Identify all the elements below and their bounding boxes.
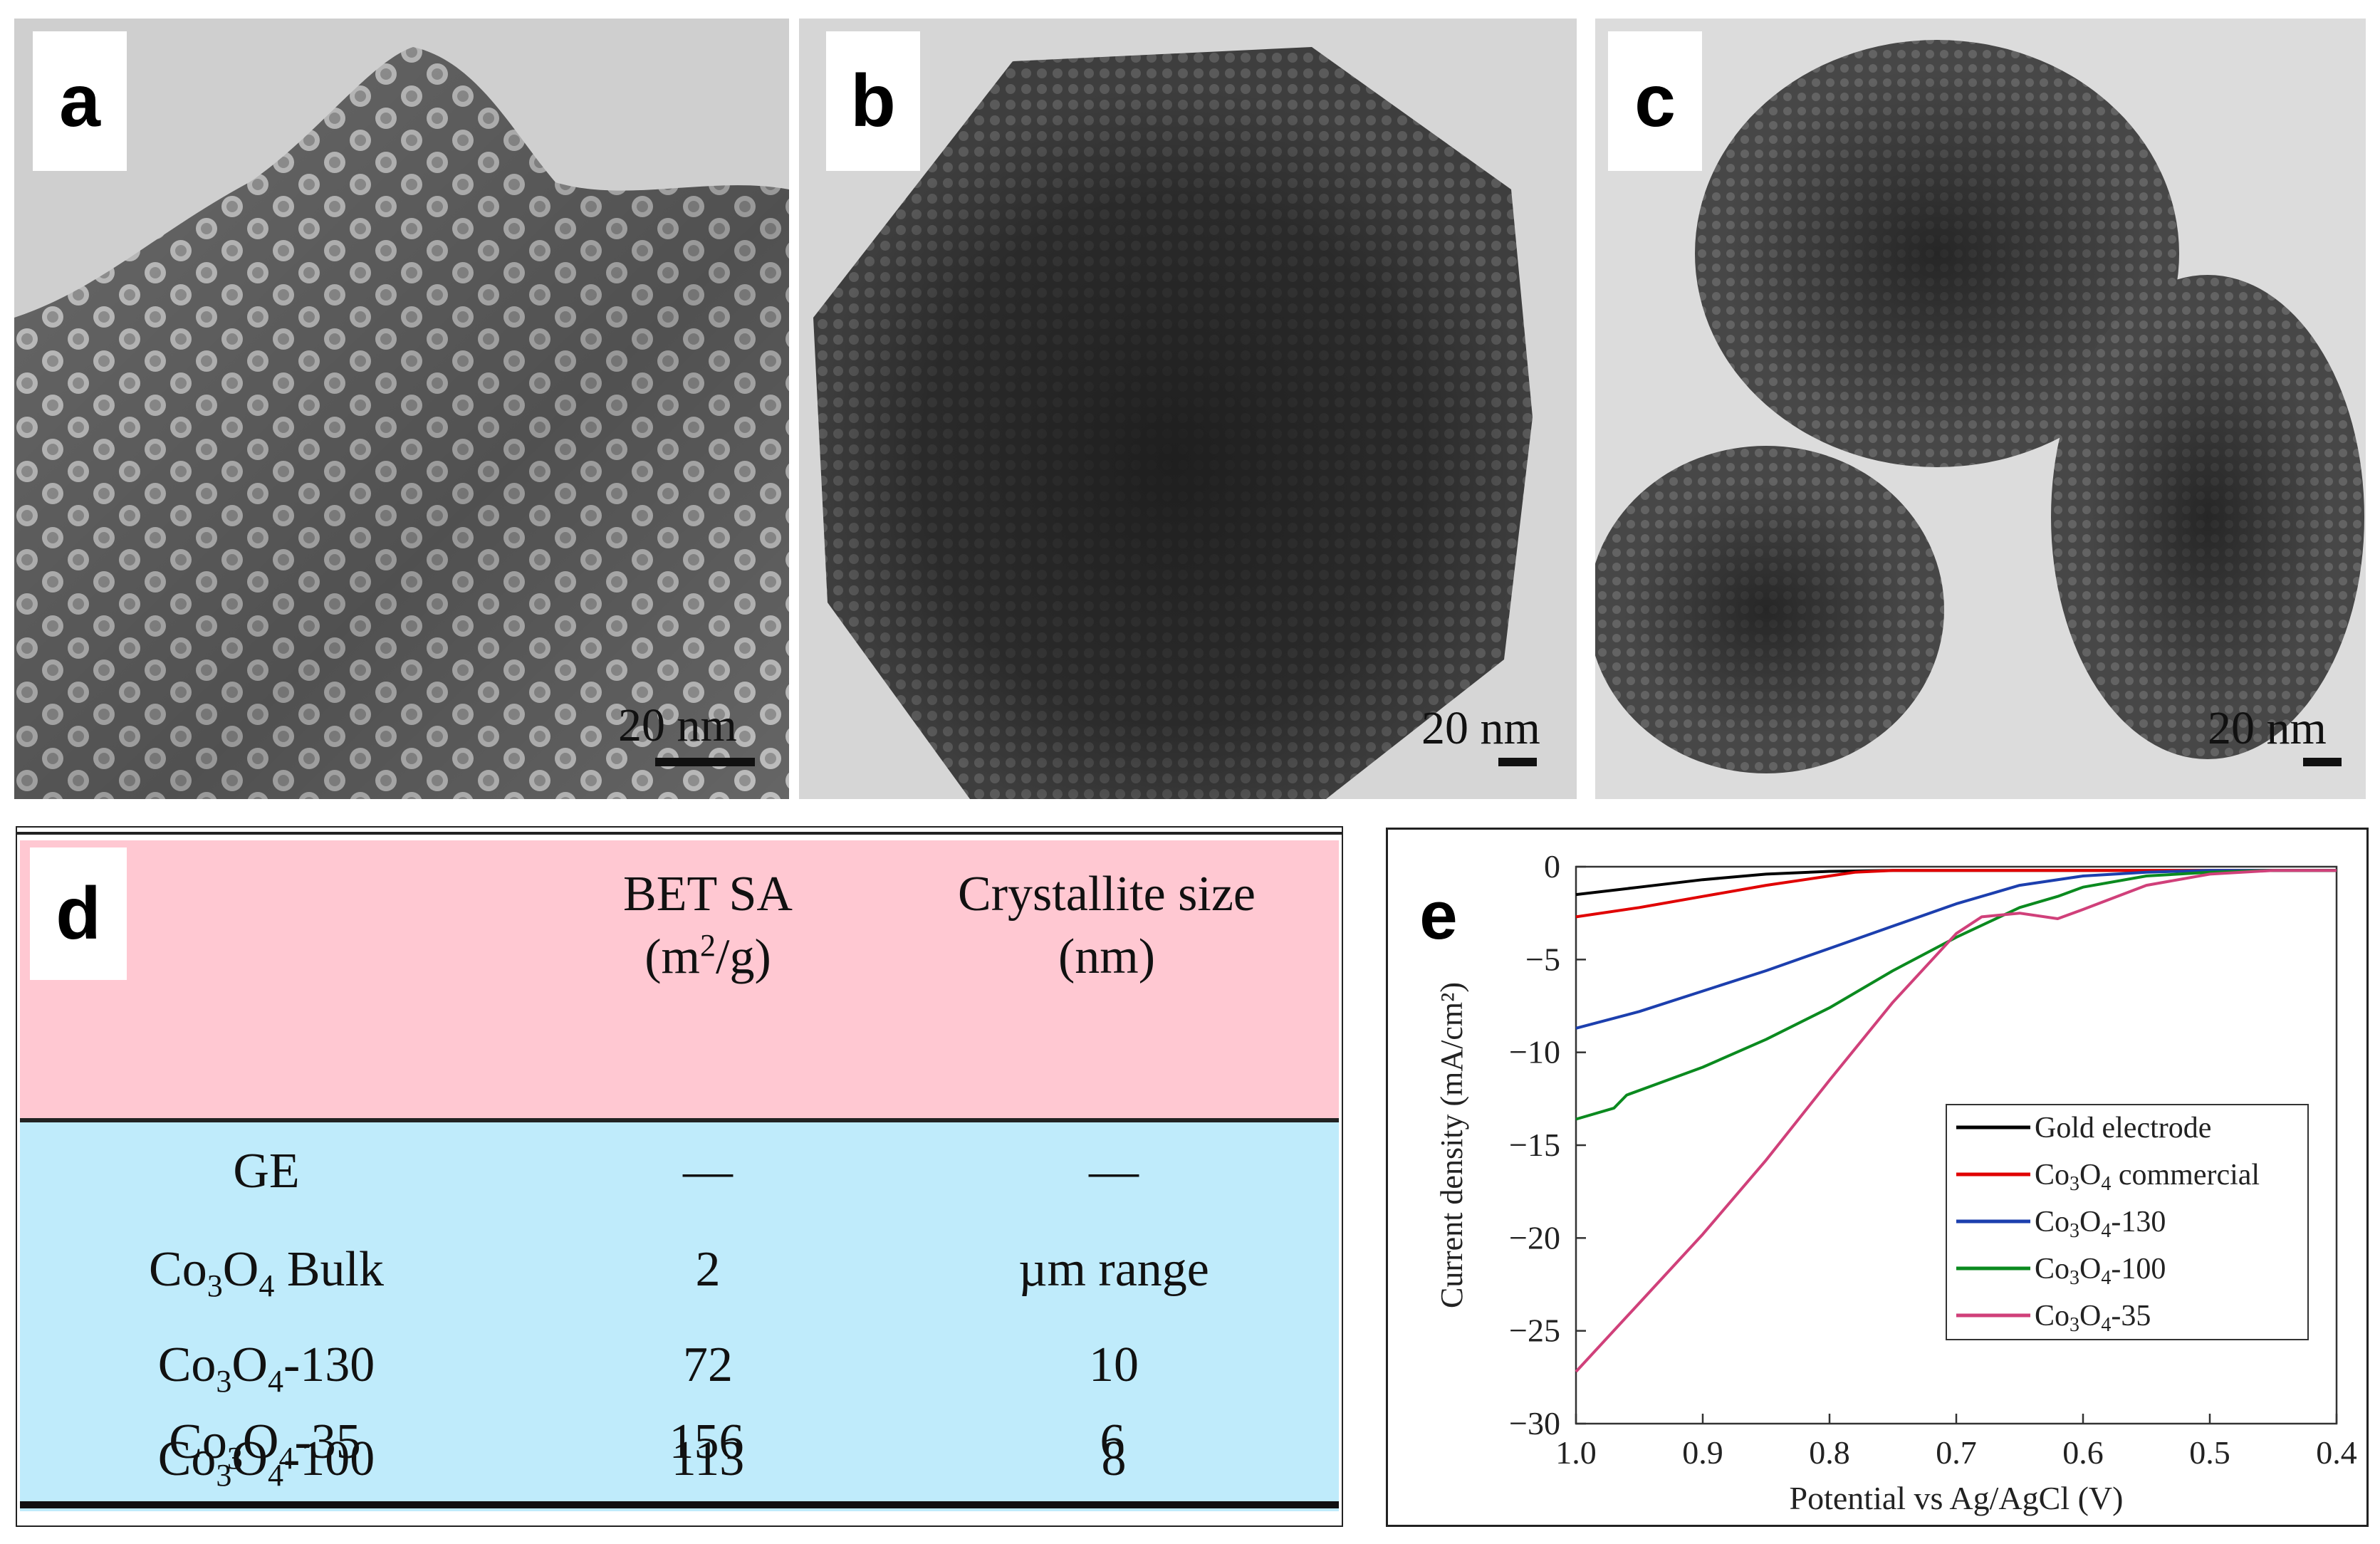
tem-image-a xyxy=(14,19,789,799)
table-row-sample: GE xyxy=(233,1144,300,1199)
table-body-background xyxy=(20,1122,1339,1511)
y-tick-label: −10 xyxy=(1509,1034,1560,1070)
x-tick-label: 0.7 xyxy=(1936,1434,1977,1471)
y-tick-label: −20 xyxy=(1509,1219,1560,1256)
legend-entry: Co3O4 commercial xyxy=(2035,1159,2260,1195)
properties-table: BET SA (m2/g) Crystallite size (nm) GE —… xyxy=(16,826,1343,1527)
panel-label-c: c xyxy=(1608,31,1702,171)
tem-image-c-graphic xyxy=(1595,19,2366,799)
y-tick-label: 0 xyxy=(1544,848,1560,885)
table-row-bet: — xyxy=(683,1144,733,1199)
panel-label-a: a xyxy=(33,31,127,171)
x-tick-label: 1.0 xyxy=(1555,1434,1597,1471)
table-row-size: µm range xyxy=(1018,1242,1209,1297)
x-tick-label: 0.8 xyxy=(1809,1434,1850,1471)
table-row-bet: 72 xyxy=(683,1337,733,1392)
panel-label-b: b xyxy=(826,31,920,171)
legend-entry: Gold electrode xyxy=(2035,1112,2211,1144)
table-row-size: 10 xyxy=(1089,1337,1139,1392)
table-row-bet: 2 xyxy=(695,1242,721,1297)
table-header-rule xyxy=(20,1118,1339,1122)
table-row-bet: 113 xyxy=(671,1431,745,1486)
series-line xyxy=(1575,869,2337,1121)
x-tick-label: 0.6 xyxy=(2062,1434,2104,1471)
y-tick-label: −15 xyxy=(1509,1127,1560,1163)
scale-label-a: 20 nm xyxy=(618,699,737,751)
polarization-chart: 1.0 0.9 0.8 0.7 0.6 0.5 0.4 0 −5 −10 −15 −20 −25 −30 P… xyxy=(1386,828,2369,1527)
series-line xyxy=(1575,869,2337,1030)
scale-label-b: 20 nm xyxy=(1421,702,1540,754)
table-row-size: — xyxy=(1089,1144,1139,1199)
tem-image-b-graphic xyxy=(799,19,1577,799)
y-axis-label: Current density (mA/cm²) xyxy=(1434,982,1469,1308)
chart-svg: 1.0 0.9 0.8 0.7 0.6 0.5 0.4 0 −5 −10 −15 −20 −25 −30 P… xyxy=(1434,848,2357,1516)
scale-bar-c xyxy=(2303,758,2342,766)
legend-entry: Co3O4-100 xyxy=(2035,1253,2166,1289)
table-row-sample: Co3O4-100 xyxy=(157,1431,375,1493)
table-row-bet: 156 xyxy=(669,1414,744,1469)
header-bet-sa: BET SA (m2/g) xyxy=(623,867,793,984)
table-row-size: 8 xyxy=(1101,1431,1127,1486)
scale-label-c: 20 nm xyxy=(2208,702,2327,754)
table-row-sample: Co3O4-35 xyxy=(169,1414,361,1476)
tem-image-a-graphic xyxy=(14,19,789,799)
y-tick-label: −25 xyxy=(1509,1313,1560,1349)
table-row-size: 6 xyxy=(1100,1414,1125,1469)
legend-entry: Co3O4-35 xyxy=(2035,1300,2151,1336)
x-tick-label: 0.4 xyxy=(2316,1434,2357,1471)
panel-label-d: d xyxy=(30,847,127,980)
table-top-rule xyxy=(17,832,1342,835)
scale-bar-b xyxy=(1498,758,1537,766)
header-crystallite-size: Crystallite size (nm) xyxy=(958,867,1256,984)
table-row-sample: Co3O4-130 xyxy=(157,1337,375,1399)
tem-image-c xyxy=(1595,19,2366,799)
scale-bar-a xyxy=(655,758,755,766)
x-tick-label: 0.9 xyxy=(1682,1434,1723,1471)
series-line xyxy=(1575,869,2337,919)
series-line xyxy=(1575,869,2337,1373)
y-tick-label: −5 xyxy=(1525,941,1560,977)
legend-entry: Co3O4-130 xyxy=(2035,1206,2166,1242)
x-axis-label: Potential vs Ag/AgCl (V) xyxy=(1790,1480,2124,1516)
panel-label-e: e xyxy=(1419,877,1458,954)
table-header-background xyxy=(20,840,1339,1120)
table-bottom-rule xyxy=(20,1501,1339,1508)
y-tick-label: −30 xyxy=(1509,1405,1560,1441)
table-row-sample: Co3O4 Bulk xyxy=(149,1242,384,1303)
tem-image-b xyxy=(799,19,1577,799)
x-tick-label: 0.5 xyxy=(2189,1434,2230,1471)
